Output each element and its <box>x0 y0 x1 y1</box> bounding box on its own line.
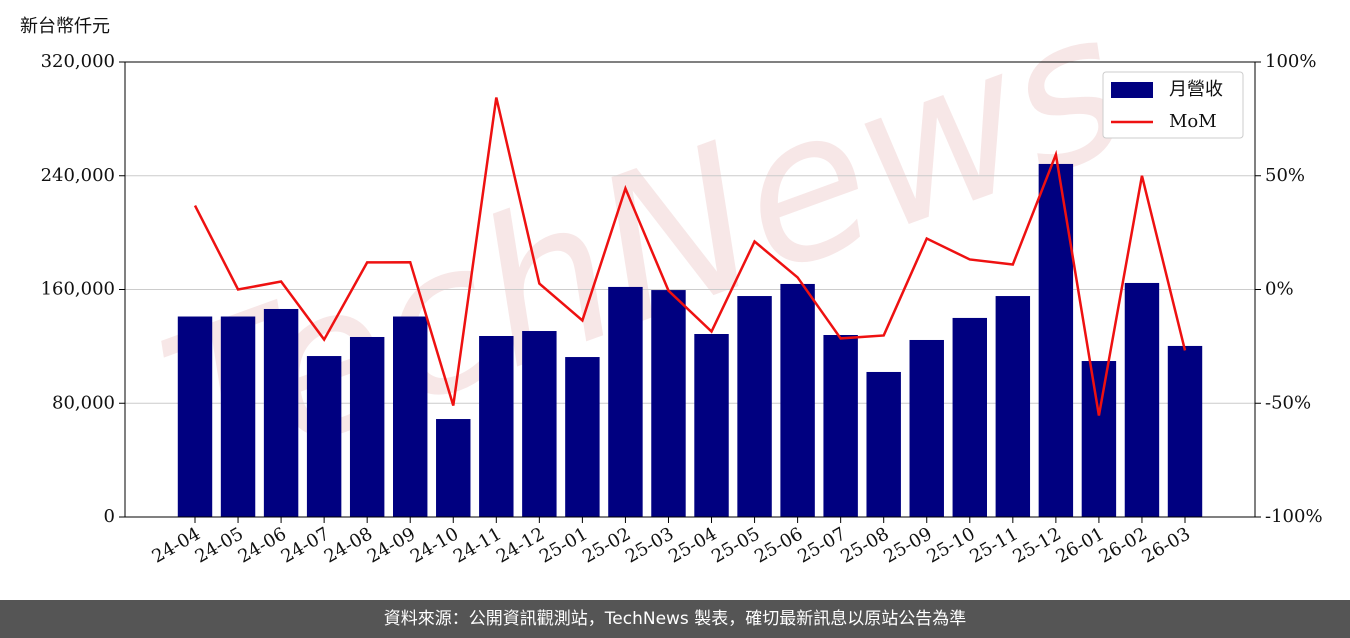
x-tick-label: 25-01 <box>536 523 591 567</box>
x-tick-label: 25-04 <box>665 523 720 567</box>
bar <box>952 317 987 517</box>
y2-tick-label: -100% <box>1265 506 1323 527</box>
y-tick-label: 0 <box>104 506 115 527</box>
x-tick-label: 24-08 <box>321 523 376 567</box>
x-tick-label: 25-09 <box>880 523 935 567</box>
bar <box>651 290 686 517</box>
bar <box>522 331 557 517</box>
legend-swatch <box>1111 82 1153 98</box>
y-tick-label: 80,000 <box>52 392 115 413</box>
bar <box>608 286 643 517</box>
bar <box>1167 345 1203 517</box>
bar <box>565 357 600 517</box>
x-tick-label: 25-06 <box>751 523 806 567</box>
bar <box>823 335 858 517</box>
unit-label: 新台幣仟元 <box>20 16 110 37</box>
bar <box>349 336 385 517</box>
bar <box>393 316 428 517</box>
bar <box>220 316 256 517</box>
bar <box>436 419 471 517</box>
bar <box>1124 282 1160 517</box>
bar <box>479 335 514 517</box>
x-tick-label: 24-09 <box>364 523 419 567</box>
bar <box>1038 163 1074 518</box>
x-tick-label: 25-05 <box>708 523 763 567</box>
y2-tick-label: 100% <box>1265 51 1316 72</box>
y-tick-label: 240,000 <box>41 165 115 186</box>
x-tick-label: 25-07 <box>794 523 849 567</box>
x-tick-label: 25-12 <box>1009 523 1064 567</box>
bar <box>995 296 1031 517</box>
bar <box>694 334 729 517</box>
bar <box>177 316 213 517</box>
x-tick-label: 25-10 <box>923 523 978 567</box>
bar <box>737 296 772 517</box>
y2-tick-label: 50% <box>1265 165 1305 186</box>
y-tick-label: 160,000 <box>41 279 115 300</box>
x-tick-label: 26-02 <box>1096 523 1151 567</box>
x-tick-label: 24-10 <box>407 523 462 567</box>
x-tick-label: 24-07 <box>278 523 333 567</box>
y2-tick-label: 0% <box>1265 279 1294 300</box>
bar <box>780 283 815 517</box>
bar <box>306 356 342 517</box>
bar <box>866 371 901 517</box>
x-tick-label: 24-05 <box>192 523 247 567</box>
y2-tick-label: -50% <box>1265 392 1311 413</box>
bar <box>263 308 299 517</box>
bar <box>1081 361 1117 517</box>
chart: 新台幣仟元 TechNews 080,000160,000240,000320,… <box>20 0 1323 568</box>
x-tick-label: 25-02 <box>579 523 634 567</box>
legend-label: 月營收 <box>1169 79 1223 100</box>
mom-line <box>193 97 1187 416</box>
x-tick-label: 25-08 <box>837 523 892 567</box>
plot-frame <box>124 61 1256 518</box>
x-tick-label: 24-06 <box>235 523 290 567</box>
x-tick-label: 24-11 <box>450 523 505 567</box>
legend-label: MoM <box>1169 111 1217 132</box>
x-tick-label: 24-04 <box>149 523 204 567</box>
x-tick-label: 25-03 <box>622 523 677 567</box>
x-tick-label: 26-01 <box>1052 523 1107 567</box>
x-tick-label: 24-12 <box>493 523 548 567</box>
footer: 資料來源：公開資訊觀測站，TechNews 製表，確切最新訊息以原站公告為準 <box>0 600 1350 638</box>
x-tick-label: 25-11 <box>966 523 1021 567</box>
x-tick-label: 26-03 <box>1139 523 1194 567</box>
bar <box>909 339 944 517</box>
y-tick-label: 320,000 <box>41 51 115 72</box>
